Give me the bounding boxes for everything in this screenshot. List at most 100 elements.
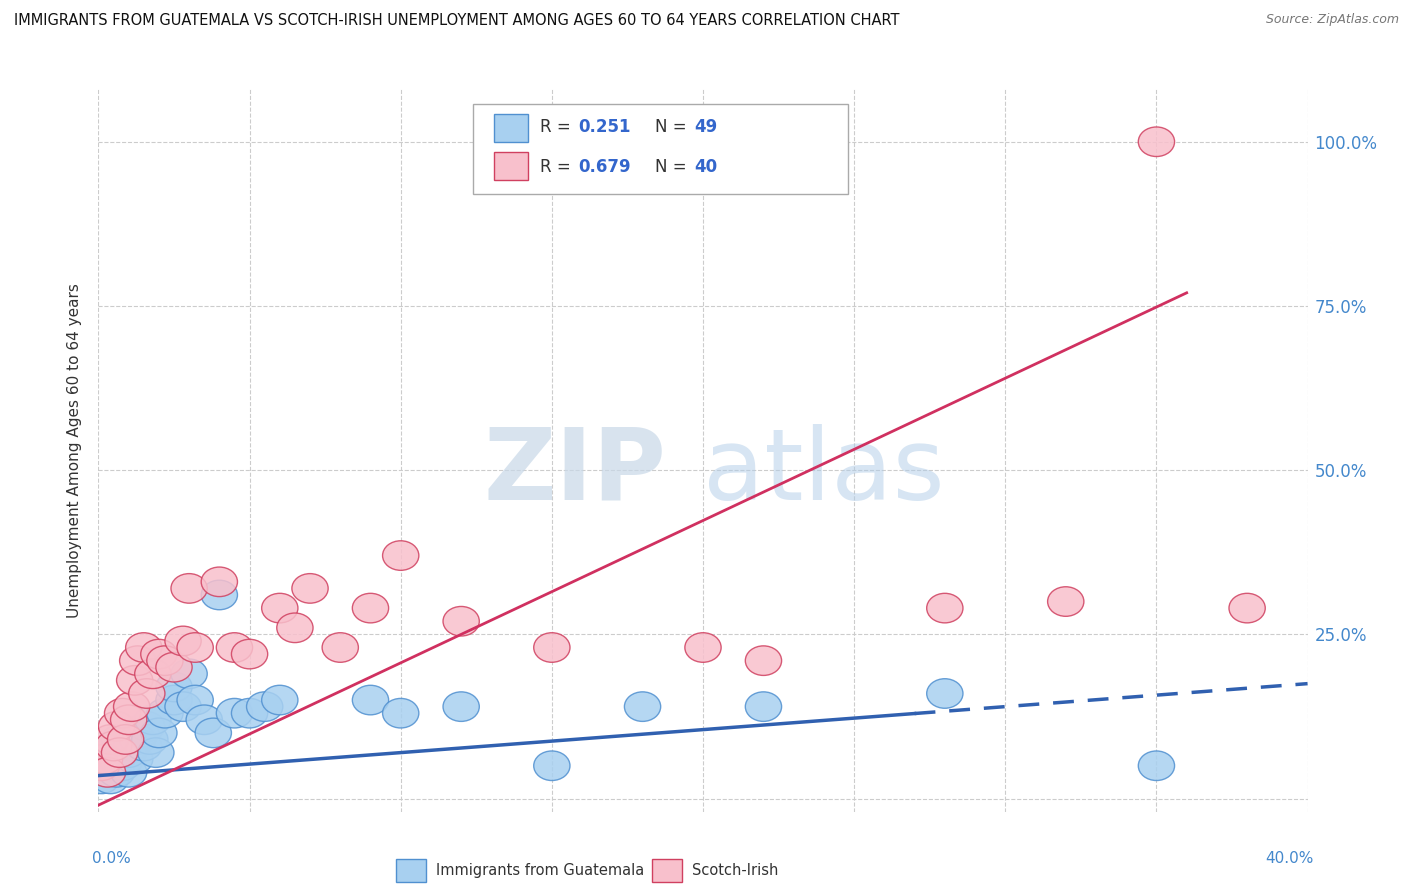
Ellipse shape (382, 698, 419, 728)
Ellipse shape (232, 640, 267, 669)
Ellipse shape (624, 692, 661, 722)
Ellipse shape (111, 738, 146, 767)
Ellipse shape (353, 685, 388, 714)
Ellipse shape (165, 626, 201, 656)
Text: 49: 49 (695, 119, 718, 136)
Text: 0.679: 0.679 (578, 158, 631, 176)
Ellipse shape (685, 632, 721, 662)
Ellipse shape (96, 731, 132, 761)
Ellipse shape (101, 738, 138, 767)
Ellipse shape (120, 724, 156, 755)
Ellipse shape (111, 705, 146, 734)
Ellipse shape (141, 640, 177, 669)
Ellipse shape (120, 646, 156, 675)
Ellipse shape (90, 745, 125, 774)
Text: 40: 40 (695, 158, 717, 176)
Ellipse shape (195, 718, 232, 747)
Text: N =: N = (655, 119, 692, 136)
Ellipse shape (201, 567, 238, 597)
Ellipse shape (443, 692, 479, 722)
Ellipse shape (83, 751, 120, 780)
Ellipse shape (138, 738, 174, 767)
Ellipse shape (217, 632, 253, 662)
Text: 0.0%: 0.0% (93, 852, 131, 866)
FancyBboxPatch shape (474, 103, 848, 194)
Ellipse shape (186, 705, 222, 734)
Ellipse shape (172, 659, 207, 689)
Ellipse shape (156, 685, 193, 714)
Ellipse shape (132, 724, 167, 755)
Ellipse shape (246, 692, 283, 722)
Ellipse shape (117, 745, 153, 774)
Ellipse shape (93, 724, 129, 755)
Ellipse shape (217, 698, 253, 728)
Ellipse shape (745, 692, 782, 722)
Ellipse shape (129, 679, 165, 708)
Ellipse shape (262, 685, 298, 714)
Ellipse shape (125, 632, 162, 662)
Text: Immigrants from Guatemala: Immigrants from Guatemala (436, 863, 644, 878)
Ellipse shape (1139, 751, 1174, 780)
Ellipse shape (745, 646, 782, 675)
Ellipse shape (125, 731, 162, 761)
Ellipse shape (353, 593, 388, 623)
Ellipse shape (86, 751, 122, 780)
Ellipse shape (322, 632, 359, 662)
Text: atlas: atlas (703, 424, 945, 521)
Ellipse shape (177, 632, 214, 662)
Ellipse shape (443, 607, 479, 636)
Ellipse shape (1047, 587, 1084, 616)
Bar (396, 859, 426, 882)
Ellipse shape (104, 698, 141, 728)
Bar (494, 114, 527, 142)
Ellipse shape (83, 764, 120, 794)
Ellipse shape (277, 613, 314, 642)
Ellipse shape (104, 751, 141, 780)
Ellipse shape (107, 724, 143, 755)
Ellipse shape (534, 751, 569, 780)
Ellipse shape (135, 659, 172, 689)
Text: R =: R = (540, 119, 576, 136)
Ellipse shape (135, 705, 172, 734)
Ellipse shape (146, 646, 183, 675)
Text: R =: R = (540, 158, 576, 176)
Ellipse shape (141, 718, 177, 747)
Ellipse shape (129, 712, 165, 741)
Text: IMMIGRANTS FROM GUATEMALA VS SCOTCH-IRISH UNEMPLOYMENT AMONG AGES 60 TO 64 YEARS: IMMIGRANTS FROM GUATEMALA VS SCOTCH-IRIS… (14, 13, 900, 29)
Bar (494, 152, 527, 179)
Ellipse shape (114, 692, 150, 722)
Ellipse shape (90, 757, 125, 787)
Ellipse shape (107, 724, 143, 755)
Ellipse shape (624, 127, 661, 156)
Text: Source: ZipAtlas.com: Source: ZipAtlas.com (1265, 13, 1399, 27)
Ellipse shape (927, 679, 963, 708)
Ellipse shape (165, 692, 201, 722)
Ellipse shape (122, 718, 159, 747)
Ellipse shape (1229, 593, 1265, 623)
Ellipse shape (146, 698, 183, 728)
Ellipse shape (98, 745, 135, 774)
Ellipse shape (107, 745, 143, 774)
Ellipse shape (86, 745, 122, 774)
Ellipse shape (114, 731, 150, 761)
Ellipse shape (101, 738, 138, 767)
Ellipse shape (98, 712, 135, 741)
Ellipse shape (232, 698, 267, 728)
Ellipse shape (96, 751, 132, 780)
Ellipse shape (96, 731, 132, 761)
Y-axis label: Unemployment Among Ages 60 to 64 years: Unemployment Among Ages 60 to 64 years (67, 283, 83, 618)
Ellipse shape (177, 685, 214, 714)
Ellipse shape (927, 593, 963, 623)
Text: Scotch-Irish: Scotch-Irish (692, 863, 778, 878)
Ellipse shape (156, 652, 193, 682)
Ellipse shape (382, 541, 419, 570)
Ellipse shape (117, 665, 153, 695)
Text: ZIP: ZIP (484, 424, 666, 521)
Ellipse shape (93, 764, 129, 794)
Ellipse shape (172, 574, 207, 603)
Text: N =: N = (655, 158, 692, 176)
Ellipse shape (292, 574, 328, 603)
Ellipse shape (201, 580, 238, 610)
Ellipse shape (101, 724, 138, 755)
Ellipse shape (1139, 127, 1174, 156)
